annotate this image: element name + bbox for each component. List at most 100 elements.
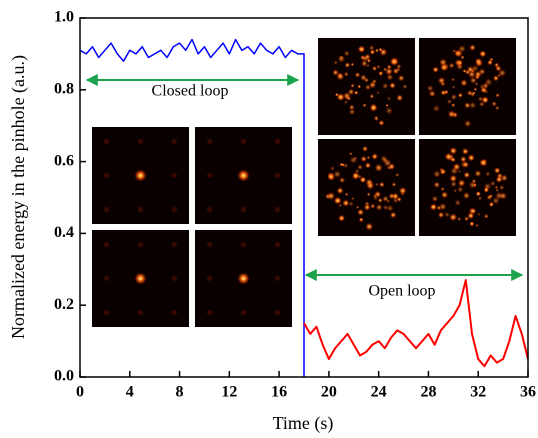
inset-speckle — [463, 171, 470, 179]
inset-speckle — [387, 165, 391, 170]
inset-speckle — [138, 309, 143, 315]
inset-speckle — [454, 199, 461, 206]
inset-speckle — [479, 158, 488, 167]
inset-speckle — [365, 222, 374, 231]
inset-speckle — [474, 170, 482, 177]
inset-speckle — [171, 309, 177, 315]
inset-speckle — [374, 115, 379, 120]
inset-speckle — [386, 64, 392, 70]
inset-speckle — [449, 174, 457, 183]
inset-speckle — [341, 163, 345, 167]
inset-speckle — [374, 182, 379, 187]
inset-speckle — [171, 206, 177, 212]
x-tick-label: 4 — [126, 384, 134, 401]
inset-speckle — [477, 212, 481, 216]
inset-speckle — [338, 214, 345, 222]
inset-speckle — [337, 55, 346, 63]
inset-speckle — [499, 192, 507, 200]
inset-speckle — [274, 139, 280, 145]
inset-speckle — [274, 276, 280, 281]
inset-speckle — [366, 156, 370, 160]
inset-speckle — [457, 186, 464, 193]
inset-speckle — [389, 82, 396, 89]
inset-speckle — [385, 107, 393, 115]
inset-speckle — [274, 309, 280, 315]
inset-speckle — [448, 62, 455, 69]
inset-speckle — [378, 70, 384, 76]
inset-speckle — [361, 55, 369, 62]
inset-speckle — [357, 164, 363, 170]
inset-speckle — [471, 178, 477, 184]
inset-speckle — [464, 216, 469, 222]
inset-speckle — [349, 108, 356, 115]
data-line — [303, 279, 529, 368]
inset-speckle — [171, 242, 177, 248]
inset-speckle — [359, 176, 367, 184]
inset-speckle — [460, 55, 465, 60]
inset-speckle — [428, 90, 436, 98]
inset-speckle — [392, 67, 400, 75]
inset-speckle — [441, 191, 449, 199]
inset-speckle — [396, 64, 402, 69]
inset-speckle — [171, 139, 177, 145]
inset-speckle — [342, 199, 350, 207]
inset-speckle — [369, 81, 377, 89]
inset-speckle — [327, 172, 335, 181]
inset-speckle — [469, 76, 477, 84]
inset-speckle — [485, 171, 491, 177]
inset-speckle — [474, 70, 482, 78]
inset-speckle — [402, 84, 408, 89]
inset-speckle — [357, 208, 364, 216]
inset-speckle — [495, 188, 499, 192]
inset-speckle — [462, 69, 467, 73]
inset-speckle — [462, 192, 471, 200]
x-tick-label: 0 — [76, 384, 84, 401]
inset-speckle — [357, 45, 366, 53]
inset-speckle — [495, 93, 500, 98]
inset-speckle — [349, 156, 358, 164]
inset-speckle — [241, 309, 246, 315]
inset-speckle — [348, 201, 354, 207]
inset-spot — [134, 169, 147, 182]
inset-speckle — [207, 242, 213, 248]
inset-speckle — [469, 101, 477, 109]
inset-speckle — [440, 89, 447, 96]
inset-speckle — [427, 85, 434, 92]
inset-speckle — [372, 66, 377, 71]
inset-speckle — [347, 88, 355, 96]
inset-speckle — [333, 170, 341, 178]
inset-speckle — [475, 57, 483, 65]
inset-speckle — [444, 211, 450, 218]
inset-speckle — [360, 60, 368, 67]
inset-speckle — [364, 162, 371, 169]
y-tick-label: 0.2 — [54, 296, 74, 313]
inset-speckle — [332, 69, 339, 76]
inset-speckle — [431, 195, 439, 202]
inset-speckle — [460, 156, 467, 163]
inset-speckle — [499, 185, 505, 191]
data-line — [79, 38, 305, 377]
inset-speckle — [391, 182, 397, 187]
inset-speckle — [398, 74, 405, 82]
y-tick-label: 0.6 — [54, 152, 74, 169]
inset-speckle — [390, 57, 399, 66]
inset-speckle — [386, 199, 390, 203]
x-tick-label: 24 — [371, 384, 387, 401]
inset-speckle — [338, 203, 342, 208]
inset-speckle — [104, 242, 110, 248]
inset-speckle — [437, 211, 445, 219]
inset-speckle — [433, 170, 441, 178]
inset-speckle — [344, 192, 349, 197]
inset-speckle — [467, 212, 475, 220]
inset-speckle — [492, 75, 499, 82]
inset-speckle — [375, 48, 379, 53]
inset-speckle — [432, 104, 440, 112]
inset-speckle — [433, 181, 440, 188]
inset-speckle — [376, 91, 380, 95]
inset-speckle — [473, 87, 478, 92]
inset-speckle — [355, 205, 360, 209]
inset-speckle — [451, 103, 456, 108]
x-axis-label: Time (s) — [273, 413, 334, 434]
inset-speckle — [382, 204, 389, 211]
inset-speckle — [483, 182, 492, 191]
